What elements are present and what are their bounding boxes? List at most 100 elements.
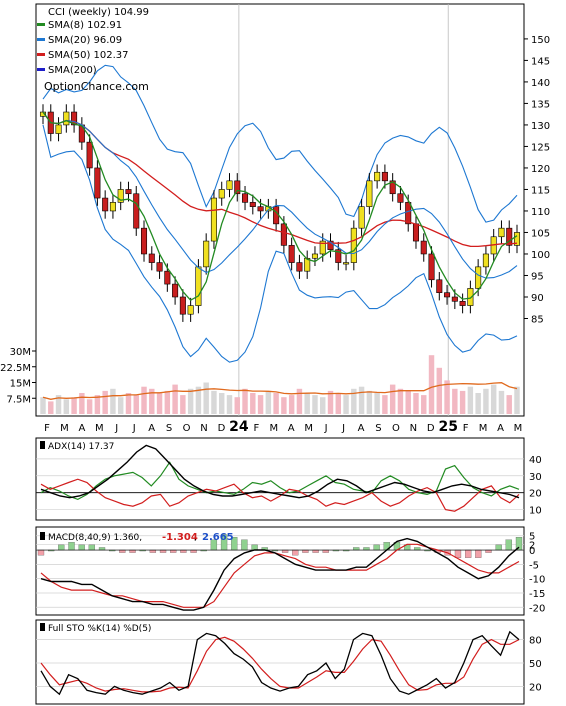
price-tick-label: 130: [531, 121, 550, 132]
bollinger-bands: [42, 64, 518, 363]
volume-axis: 7.5M 15M 22.5M 30M: [0, 347, 36, 405]
legend-label: SMA(20) 96.09: [48, 35, 122, 46]
x-tick-label: D: [427, 423, 435, 434]
macd-histogram-bar: [251, 544, 258, 551]
x-tick-label: D: [218, 423, 226, 434]
macd-label: MACD(8,40,9) 1.360,: [48, 533, 142, 543]
candle-down: [242, 193, 249, 203]
volume-bar: [172, 384, 178, 414]
candle-up: [311, 253, 318, 259]
candle-up: [203, 240, 210, 268]
legend-label: SMA(50) 102.37: [48, 50, 129, 61]
candle-down: [172, 283, 179, 298]
volume-bar: [265, 390, 272, 414]
volume-bar: [133, 395, 139, 414]
price-tick-label: 105: [531, 228, 550, 239]
macd-signal-line: [40, 543, 520, 608]
candle-up: [482, 253, 489, 268]
candle-down: [257, 206, 264, 212]
indicator-tick-label: -10: [529, 575, 545, 586]
volume-bar: [296, 388, 303, 414]
x-tick-label: M: [304, 423, 313, 434]
candle-down: [86, 141, 93, 169]
candle-down: [444, 292, 451, 298]
price-tick-label: 135: [531, 99, 550, 110]
volume-bar: [94, 395, 101, 414]
volume-bar: [40, 397, 46, 414]
volume-bar: [444, 380, 450, 414]
candle-up: [498, 227, 505, 238]
candle-down: [179, 296, 186, 315]
volume-bar: [79, 393, 85, 414]
volume-bar: [110, 388, 116, 414]
x-tick-label: N: [200, 423, 207, 434]
macd-histogram-bar: [58, 544, 65, 551]
volume-tick-label: 7.5M: [6, 394, 31, 405]
x-tick-label: F: [463, 423, 469, 434]
volume-bar: [428, 355, 435, 414]
candle-down: [296, 262, 303, 272]
macd-histogram-bar: [302, 549, 309, 553]
price-tick-label: 110: [531, 207, 550, 218]
macd-histogram-bar: [98, 547, 106, 551]
candle-down: [412, 223, 420, 242]
price-tick-label: 95: [531, 271, 544, 282]
volume-bar: [71, 397, 77, 414]
volume-bar: [281, 397, 287, 414]
x-tick-label: O: [183, 423, 191, 434]
stoch-panel: 20 50 80 Full STO %K(14) %D(5): [35, 619, 542, 705]
candle-down: [451, 296, 458, 302]
indicator-tick-label: -20: [529, 603, 545, 614]
price-tick-label: 85: [531, 314, 544, 325]
macd-lines: [36, 537, 524, 611]
indicator-tick-label: 20: [529, 489, 542, 500]
macd-histogram-bar: [312, 549, 319, 553]
volume-bar: [234, 397, 240, 414]
bollinger-upper: [42, 64, 518, 223]
volume-bar: [467, 386, 474, 414]
x-tick-label: 24: [229, 419, 249, 435]
price-tick-label: 90: [531, 293, 544, 304]
x-tick-label: S: [166, 423, 172, 434]
volume-bar: [366, 390, 373, 414]
stoch-lines: [40, 630, 520, 696]
price-tick-label: 125: [531, 142, 550, 153]
volume-bar: [459, 390, 466, 414]
volume-bar: [320, 397, 326, 414]
legend-items: SMA(8) 102.91 SMA(20) 96.09 SMA(50) 102.37…: [37, 20, 129, 76]
indicator-tick-label: 10: [529, 506, 542, 517]
price-tick-label: 100: [531, 250, 550, 261]
candle-down: [389, 180, 396, 195]
candle-down: [148, 253, 155, 263]
volume-bar: [483, 388, 489, 414]
chart-title: CCI (weekly) 104.99: [48, 7, 149, 18]
indicator-tick-label: 30: [529, 472, 542, 483]
candle-up: [304, 257, 311, 272]
volume-tick-label: 22.5M: [0, 363, 31, 374]
indicator-tick-label: 20: [529, 682, 542, 693]
candle-up: [467, 288, 474, 306]
macd-histogram-bar: [149, 549, 157, 553]
volume-bar: [327, 390, 334, 414]
volume-bar: [273, 393, 279, 414]
macd-signal-value: -1.304: [162, 532, 198, 543]
volume-bar: [149, 388, 155, 414]
legend: CCI (weekly) 104.99 SMA(8) 102.91 SMA(20)…: [37, 7, 149, 93]
x-tick-label: M: [514, 423, 523, 434]
indicator-tick-label: -15: [529, 589, 545, 600]
adx-line: [40, 444, 520, 499]
volume-bar: [250, 393, 256, 414]
x-tick-label: M: [95, 423, 104, 434]
volume-bar: [351, 388, 357, 414]
candle-up: [55, 124, 62, 134]
candle-down: [288, 245, 295, 263]
legend-label: SMA(200): [48, 65, 97, 76]
candle-up: [366, 180, 373, 207]
volume-bar: [242, 388, 248, 414]
volume-bar: [86, 399, 93, 414]
legend-swatch: [37, 53, 45, 56]
macd-panel-frame: [35, 526, 525, 616]
candle-down: [133, 193, 140, 229]
candle-down: [420, 240, 427, 255]
indicator-tick-label: 0: [529, 546, 535, 557]
